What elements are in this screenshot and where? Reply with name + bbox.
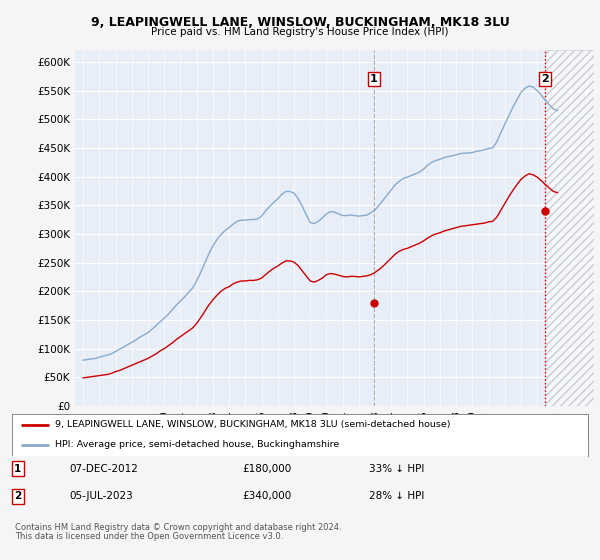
Text: 2: 2 — [14, 492, 22, 501]
Text: 9, LEAPINGWELL LANE, WINSLOW, BUCKINGHAM, MK18 3LU: 9, LEAPINGWELL LANE, WINSLOW, BUCKINGHAM… — [91, 16, 509, 29]
Text: 05-JUL-2023: 05-JUL-2023 — [70, 492, 133, 501]
Text: 07-DEC-2012: 07-DEC-2012 — [70, 464, 139, 474]
Text: 1: 1 — [370, 74, 377, 84]
Text: 33% ↓ HPI: 33% ↓ HPI — [369, 464, 424, 474]
Bar — [545, 50, 594, 406]
Text: Price paid vs. HM Land Registry's House Price Index (HPI): Price paid vs. HM Land Registry's House … — [151, 27, 449, 37]
Text: £180,000: £180,000 — [242, 464, 292, 474]
Text: 28% ↓ HPI: 28% ↓ HPI — [369, 492, 424, 501]
Text: This data is licensed under the Open Government Licence v3.0.: This data is licensed under the Open Gov… — [15, 532, 283, 541]
Text: 9, LEAPINGWELL LANE, WINSLOW, BUCKINGHAM, MK18 3LU (semi-detached house): 9, LEAPINGWELL LANE, WINSLOW, BUCKINGHAM… — [55, 421, 451, 430]
Text: HPI: Average price, semi-detached house, Buckinghamshire: HPI: Average price, semi-detached house,… — [55, 440, 340, 449]
Text: 2: 2 — [541, 74, 549, 84]
Text: £340,000: £340,000 — [242, 492, 292, 501]
Bar — [545, 50, 594, 406]
Text: 1: 1 — [14, 464, 22, 474]
Text: Contains HM Land Registry data © Crown copyright and database right 2024.: Contains HM Land Registry data © Crown c… — [15, 523, 341, 532]
